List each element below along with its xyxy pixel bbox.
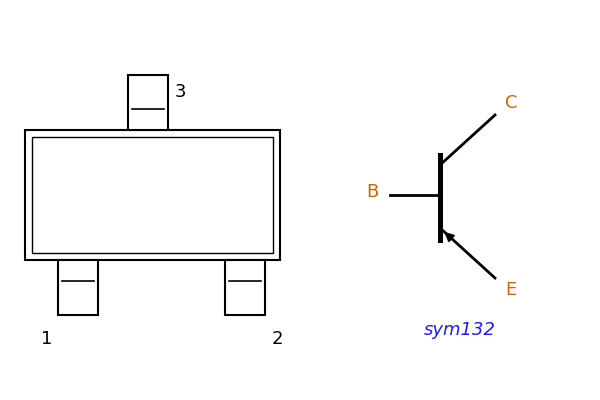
Bar [58,260,98,315]
Bar [225,260,265,315]
Bar [32,137,273,253]
Text: E: E [505,281,516,299]
Text: sym132: sym132 [424,321,496,339]
Text: 3: 3 [175,83,187,101]
Bar [128,75,168,130]
Text: C: C [505,94,517,112]
Text: 1: 1 [41,330,52,348]
Text: B: B [366,183,378,201]
Text: 2: 2 [272,330,284,348]
Bar [25,130,280,260]
